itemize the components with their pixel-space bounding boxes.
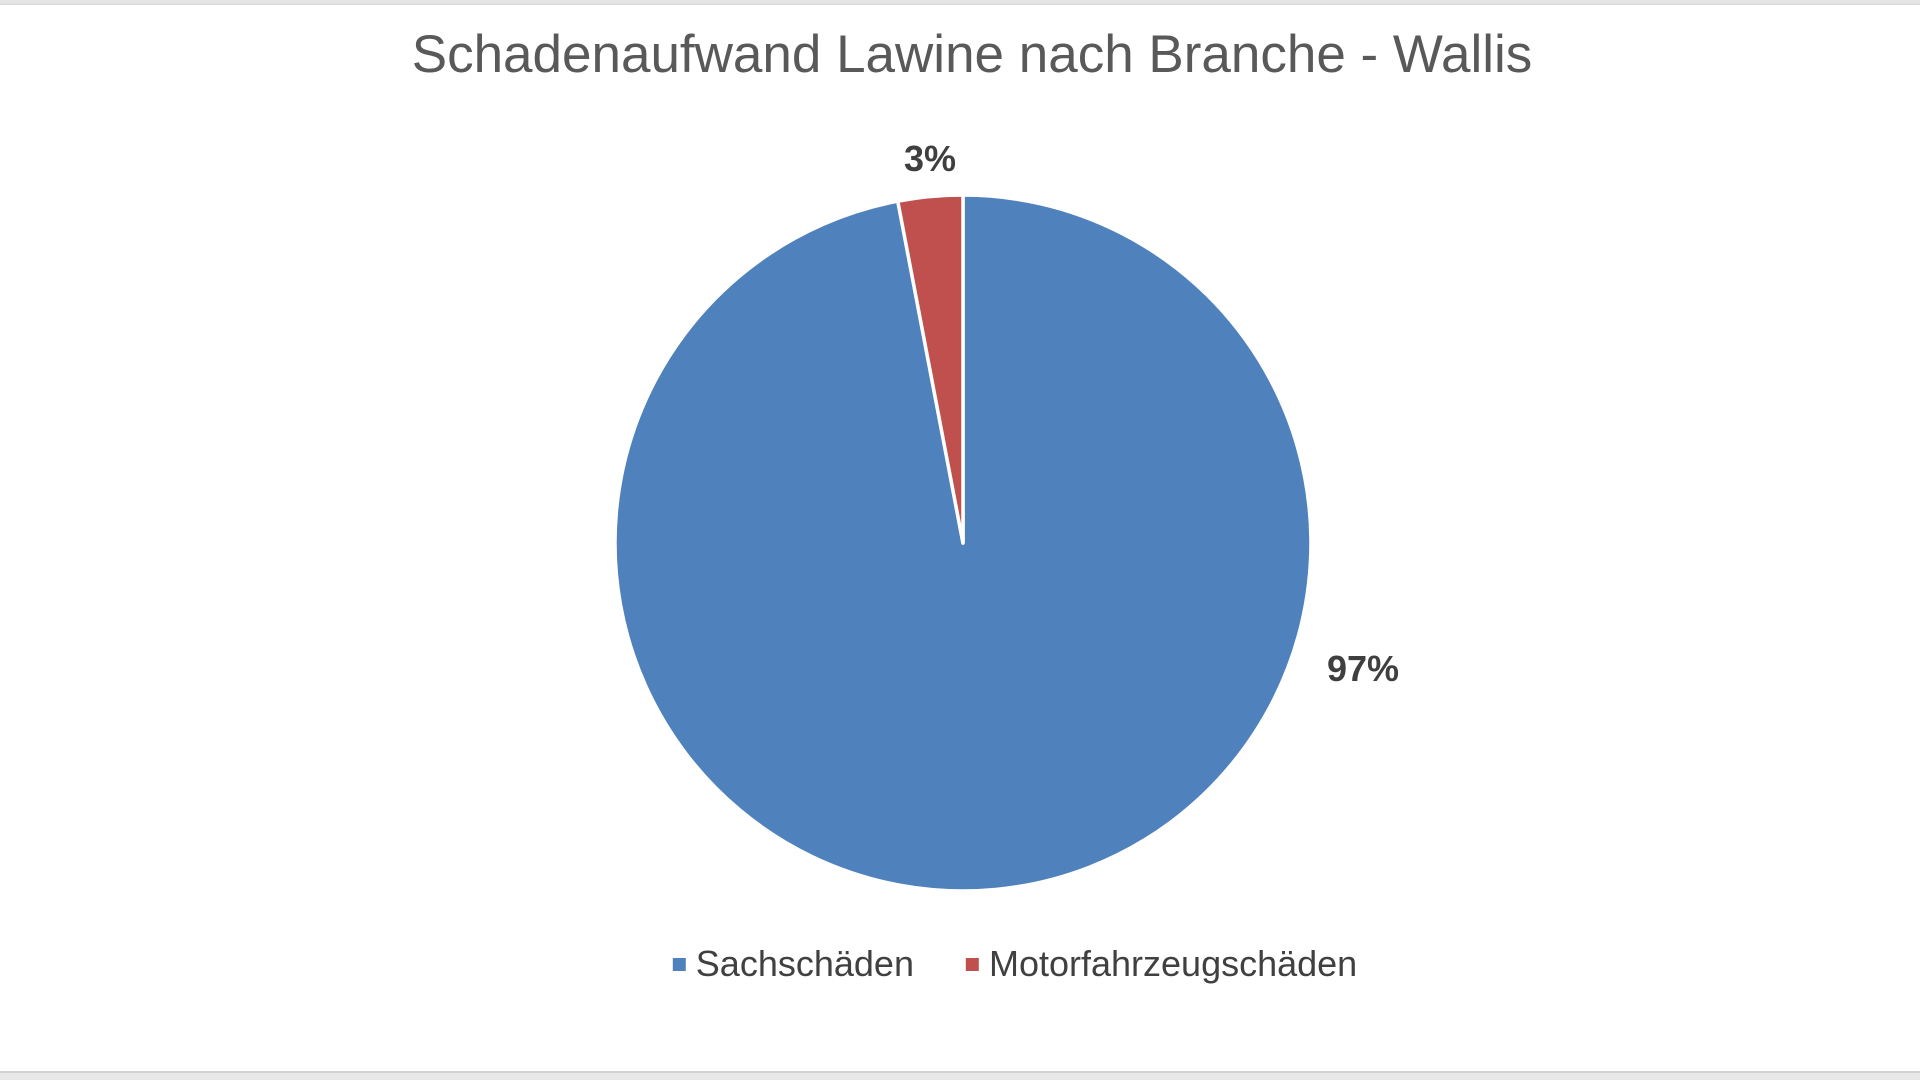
legend-label-sachschaeden: Sachschäden bbox=[695, 943, 914, 984]
pie-slice-1 bbox=[896, 193, 965, 545]
legend: Sachschäden Motorfahrzeugschäden bbox=[672, 943, 1358, 984]
data-label-sachschaeden: 97% bbox=[1327, 648, 1400, 689]
data-label-motorfahrzeugschaeden: 3% bbox=[903, 138, 957, 179]
window-top-edge bbox=[0, 0, 1920, 5]
legend-marker-sachschaeden-icon bbox=[672, 957, 686, 971]
legend-item-motorfahrzeugschaeden: Motorfahrzeugschäden bbox=[965, 943, 1358, 984]
window-bottom-edge bbox=[0, 1071, 1920, 1080]
legend-marker-motorfahrzeugschaeden-icon bbox=[965, 957, 979, 971]
legend-item-sachschaeden: Sachschäden bbox=[672, 943, 914, 984]
legend-label-motorfahrzeugschaeden: Motorfahrzeugschäden bbox=[988, 943, 1358, 984]
chart-title: Schadenaufwand Lawine nach Branche - Wal… bbox=[411, 25, 1533, 84]
